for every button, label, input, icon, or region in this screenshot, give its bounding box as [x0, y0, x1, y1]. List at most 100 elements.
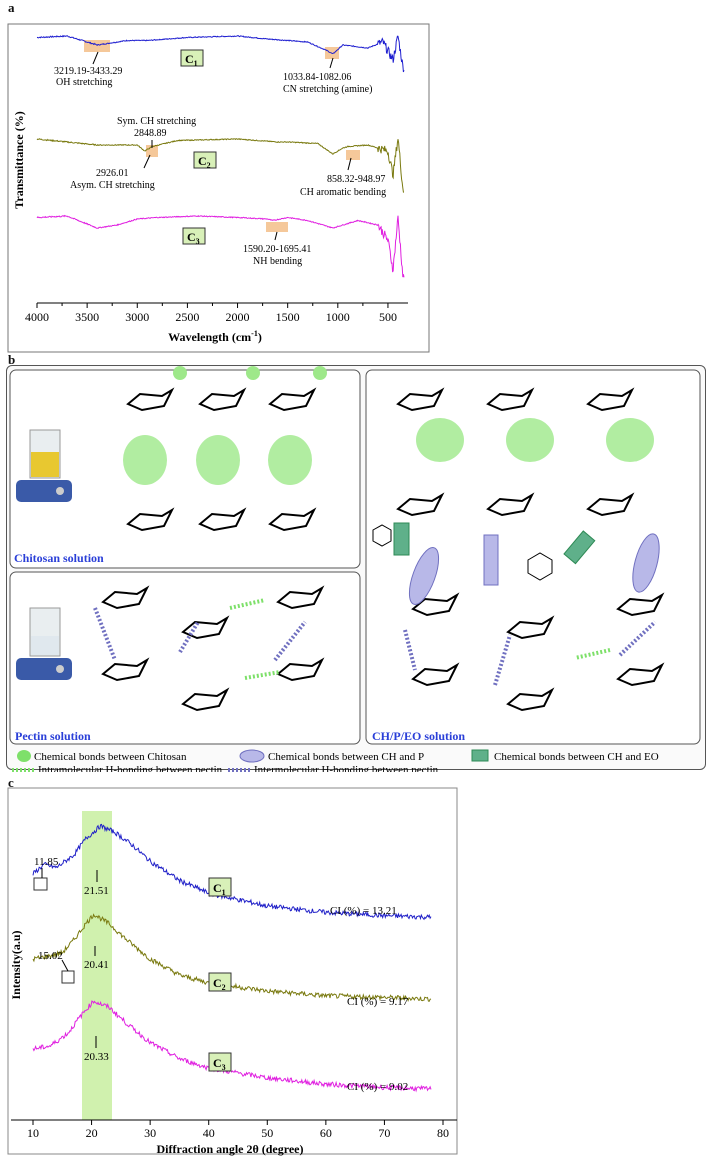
ftir-tick-label-1000: 1000 [326, 310, 350, 324]
xrd-tick-label-30: 30 [144, 1126, 156, 1140]
xrd-series-C3 [32, 1000, 432, 1093]
xrd-tick-label-10: 10 [27, 1126, 39, 1140]
legend-chitosan: Chemical bonds between Chitosan [34, 751, 187, 763]
xrd-c2-main-peak: 20.41 [84, 959, 109, 971]
ftir-chart: 4000 3500 3000 2500 2000 1500 1000 500 Transmit… [7, 23, 430, 353]
ftir-tick-label-4000: 4000 [25, 310, 49, 324]
c3-nh-arrow [274, 231, 278, 241]
pectin-ring-1 [101, 585, 150, 610]
ftir-tick-label-2500: 2500 [175, 310, 199, 324]
xrd-tick-label-70: 70 [378, 1126, 390, 1140]
ftir-tick-label-1500: 1500 [276, 310, 300, 324]
composite-ring-5 [486, 492, 535, 517]
c2-aromatic-label: CH aromatic bending [300, 187, 386, 198]
eo-molecule-icon-1 [372, 524, 392, 547]
chitosan-bottom-ring-2 [198, 507, 247, 532]
panel-b-letter: b [8, 352, 16, 367]
c2-ch-highlight [146, 145, 158, 157]
xrd-c1-small-peak: 11.85 [34, 856, 59, 868]
c2-asym-value: 2926.01 [96, 168, 129, 179]
chitosan-bond-circle-3 [268, 435, 312, 485]
pectin-ring-6 [276, 657, 325, 682]
xrd-tick-label-80: 80 [437, 1126, 449, 1140]
pectin-ring-5 [181, 687, 230, 712]
c1-cn-arrow [329, 57, 334, 69]
oh-dot-1 [173, 366, 187, 380]
pectin-beaker-icon [16, 607, 72, 680]
ftir-tick-label-3000: 3000 [125, 310, 149, 324]
composite-bond-circle-2 [506, 418, 554, 462]
composite-ring-8 [506, 615, 555, 640]
c1-cn-label: CN stretching (amine) [283, 84, 372, 95]
c3-nh-range: 1590.20-1695.41 [243, 244, 311, 255]
c3-nh-highlight [266, 222, 288, 232]
xrd-c1-main-peak: 21.51 [84, 885, 109, 897]
c3-label-box [182, 227, 206, 245]
composite-ring-10 [411, 662, 460, 687]
xrd-x-label: Diffraction angle 2θ (degree) [157, 1142, 304, 1156]
chitosan-bond-circle-1 [123, 435, 167, 485]
xrd-tick-label-20: 20 [86, 1126, 98, 1140]
xrd-tick-label-60: 60 [320, 1126, 332, 1140]
xrd-tick-label-50: 50 [261, 1126, 273, 1140]
xrd-tick-label-40: 40 [203, 1126, 215, 1140]
pectin-ring-4 [101, 657, 150, 682]
ch-p-ellipse-2 [483, 534, 499, 586]
chitosan-bond-circle-2 [196, 435, 240, 485]
xrd-c2-box [208, 972, 232, 992]
composite-bond-circle-3 [606, 418, 654, 462]
c1-label-box [180, 49, 204, 67]
composite-bond-circle-1 [416, 418, 464, 462]
xrd-c1-small-peak-box [33, 877, 48, 891]
xrd-c1-box [208, 877, 232, 897]
ftir-x-label: Wavelength (cm-1) [168, 329, 262, 344]
oh-dot-2 [246, 366, 260, 380]
c2-aromatic-highlight [346, 150, 360, 160]
composite-ring-12 [616, 662, 665, 687]
c1-oh-range: 3219.19-3433.29 [54, 66, 122, 77]
xrd-c2-small-peak: 15.02 [38, 950, 63, 962]
ftir-series-C2 [36, 138, 404, 193]
inter-hbond-5 [493, 634, 512, 686]
chitosan-bottom-ring-1 [126, 507, 175, 532]
chitosan-top-ring-1 [126, 387, 175, 412]
pectin-ring-3 [276, 585, 325, 610]
ch-eo-box-2 [563, 530, 596, 565]
pectin-title: Pectin solution [15, 729, 91, 743]
ch-p-ellipse-3 [632, 533, 660, 593]
legend-ch-eo: Chemical bonds between CH and EO [494, 751, 659, 763]
chitosan-title: Chitosan solution [14, 551, 104, 565]
inter-hbond-1 [93, 607, 117, 661]
legend-green-icon [17, 750, 31, 762]
c2-aromatic-arrow [347, 157, 352, 171]
ftir-tick-label-3500: 3500 [75, 310, 99, 324]
composite-ring-4 [396, 492, 445, 517]
ftir-tick-label-2000: 2000 [226, 310, 250, 324]
chitosan-top-ring-2 [198, 387, 247, 412]
ftir-series-C1 [36, 34, 405, 73]
c2-asym-label: Asym. CH stretching [70, 180, 155, 191]
inter-hbond-6 [618, 620, 657, 657]
panel-c-letter: c [8, 775, 14, 790]
xrd-series-C1 [32, 823, 432, 921]
c2-aromatic-range: 858.32-948.97 [327, 174, 385, 185]
xrd-frame [7, 787, 458, 1155]
interaction-scheme: Chitosan solution Pectin solution CH/P/E… [9, 366, 701, 772]
c3-nh-label: NH bending [253, 256, 302, 267]
intra-hbond-1 [229, 598, 266, 610]
eo-molecule-icon-2 [527, 552, 553, 581]
ftir-tick-label-500: 500 [379, 310, 397, 324]
composite-ring-2 [486, 387, 535, 412]
ch-eo-box-1 [393, 522, 410, 556]
composite-title: CH/P/EO solution [372, 729, 465, 743]
c2-label-box [193, 151, 217, 169]
pectin-panel [9, 571, 361, 745]
ftir-y-label: Transmittance (%) [12, 111, 26, 208]
legend-ch-p: Chemical bonds between CH and P [268, 751, 424, 763]
panel-a-letter: a [8, 0, 15, 15]
oh-dot-3 [313, 366, 327, 380]
c2-sym-label: Sym. CH stretching [117, 116, 196, 127]
xrd-c3-ci: CI (%) = 9.02 [347, 1081, 408, 1093]
c2-sym-value: 2848.89 [134, 128, 167, 139]
chitosan-top-ring-3 [268, 387, 317, 412]
